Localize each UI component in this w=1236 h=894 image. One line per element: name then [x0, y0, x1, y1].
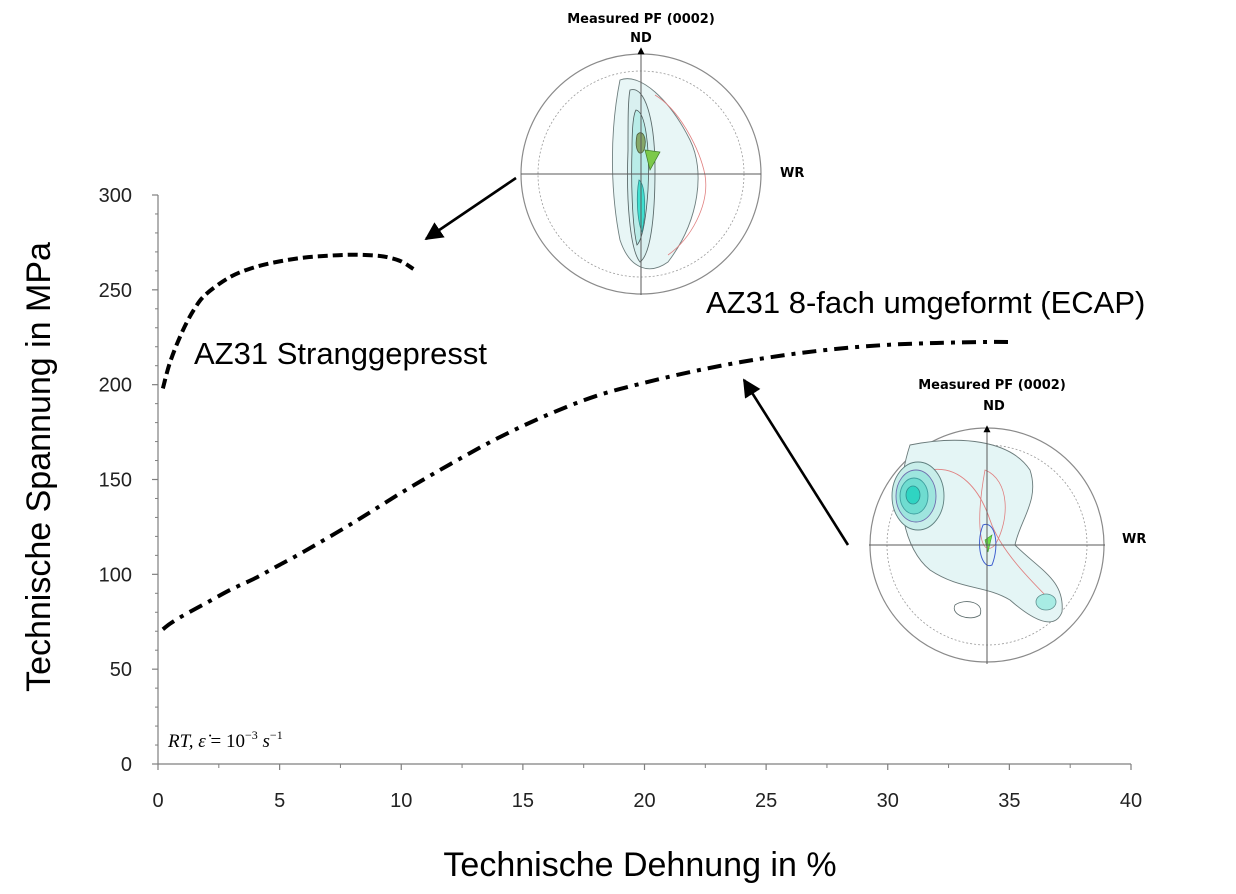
series-line-ecap: [161, 339, 1010, 631]
x-tick-label: 40: [1120, 790, 1142, 812]
y-tick-label: 0: [121, 754, 132, 776]
pole-figure-wr-label: WR: [1122, 532, 1146, 547]
pole-figure-inset-ecap: Measured PF (0002) ND WR: [869, 378, 1146, 664]
x-axis-title: Technische Dehnung in %: [443, 846, 836, 884]
pole-figure-title: Measured PF (0002): [567, 12, 715, 27]
series-layer: [160, 252, 1010, 631]
test-condition-label: RT, ε̇ = 10−3 s−1: [167, 728, 283, 752]
arrow-to-ecap: [742, 378, 850, 546]
series-label-stranggepresst: AZ31 Stranggepresst: [194, 336, 487, 371]
y-ticks: 0 50 100 150 200 250 300: [99, 185, 158, 776]
series-label-ecap: AZ31 8-fach umgeformt (ECAP): [706, 285, 1145, 320]
x-tick-label: 15: [512, 790, 534, 812]
condition-exponent-1: −3: [245, 728, 258, 742]
y-tick-label: 200: [99, 375, 132, 397]
x-tick-label: 35: [998, 790, 1020, 812]
y-tick-label: 100: [99, 564, 132, 586]
x-ticks: 0 5 10 15 20 25 30 35 40: [152, 764, 1142, 812]
y-tick-label: 300: [99, 185, 132, 207]
pole-figure-nd-label: ND: [983, 399, 1005, 414]
x-tick-label: 5: [274, 790, 285, 812]
condition-equals: = 10: [206, 731, 245, 752]
y-tick-label: 150: [99, 470, 132, 492]
condition-prefix: RT,: [167, 731, 198, 752]
x-tick-label: 20: [633, 790, 655, 812]
pole-figure-nd-label: ND: [630, 31, 652, 46]
y-axis-title: Technische Spannung in MPa: [20, 242, 58, 692]
axes: 0 50 100 150 200 250 300 0 5 10 15 20 25 30 35 40: [99, 185, 1143, 812]
pole-figure-wr-label: WR: [780, 166, 804, 181]
x-tick-label: 30: [877, 790, 899, 812]
x-tick-label: 0: [152, 790, 163, 812]
series-line-stranggepresst: [160, 252, 415, 389]
pole-figure-inset-extruded: Measured PF (0002) ND WR: [520, 12, 804, 295]
arrow-to-stranggepresst: [424, 176, 517, 241]
condition-exponent-2: −1: [270, 728, 283, 742]
x-tick-label: 10: [390, 790, 412, 812]
pole-figure-contours: [891, 439, 1063, 623]
y-tick-label: 50: [110, 659, 132, 681]
condition-unit: s: [258, 731, 270, 752]
pole-figure-title: Measured PF (0002): [918, 378, 1066, 393]
x-tick-label: 25: [755, 790, 777, 812]
y-tick-label: 250: [99, 280, 132, 302]
